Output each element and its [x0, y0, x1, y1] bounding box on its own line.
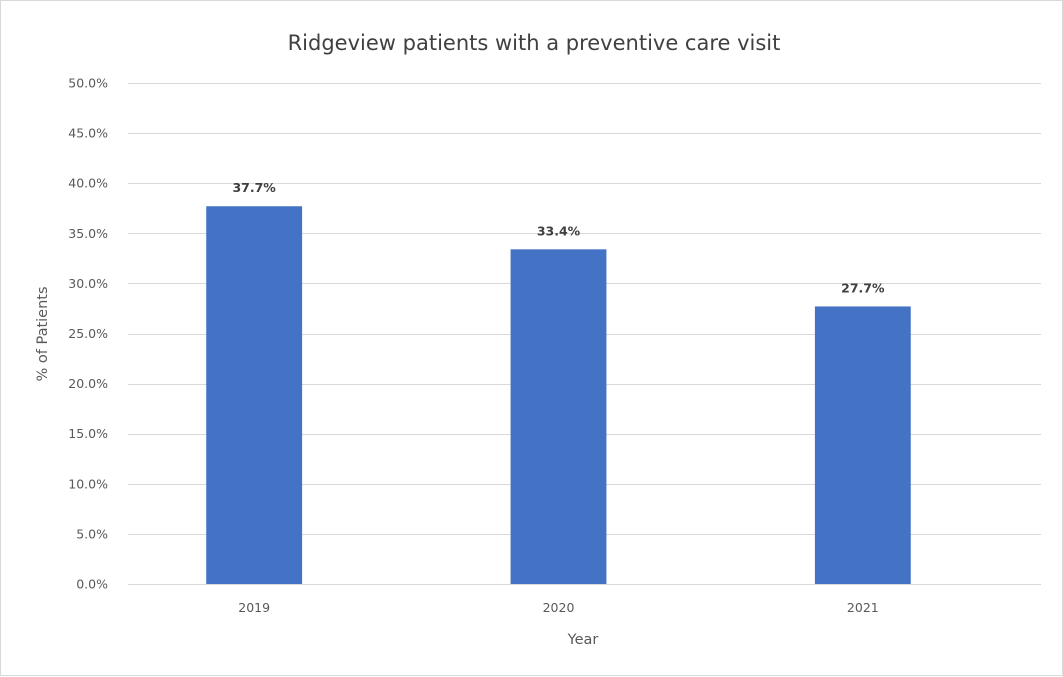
y-tick-label: 10.0%	[68, 476, 108, 491]
data-label-2019: 37.7%	[232, 180, 276, 195]
x-axis-title: Year	[567, 632, 599, 648]
y-tick-label: 0.0%	[76, 577, 108, 592]
y-tick-label: 20.0%	[68, 376, 108, 391]
chart-title: Ridgeview patients with a preventive car…	[288, 31, 781, 55]
x-tick-label: 2021	[847, 600, 879, 615]
data-label-2021: 27.7%	[841, 280, 885, 295]
x-tick-label: 2019	[238, 600, 270, 615]
x-axis-ticks: 2019 2020 2021	[238, 600, 878, 615]
y-tick-label: 5.0%	[76, 526, 108, 541]
y-tick-label: 30.0%	[68, 276, 108, 291]
bar-2019	[206, 206, 303, 584]
y-tick-label: 15.0%	[68, 426, 108, 441]
y-tick-label: 25.0%	[68, 326, 108, 341]
data-label-2020: 33.4%	[537, 223, 581, 238]
x-tick-label: 2020	[543, 600, 575, 615]
y-axis-title: % of Patients	[35, 286, 51, 381]
bars	[206, 206, 911, 584]
y-tick-label: 35.0%	[68, 226, 108, 241]
data-labels: 37.7% 33.4% 27.7%	[232, 180, 885, 295]
y-tick-label: 40.0%	[68, 176, 108, 191]
bar-2021	[814, 306, 911, 584]
y-tick-label: 45.0%	[68, 126, 108, 141]
bar-2020	[510, 249, 607, 584]
y-tick-label: 50.0%	[68, 76, 108, 91]
y-axis-ticks: 0.0% 5.0% 10.0% 15.0% 20.0% 25.0% 30.0% 35.0% 40…	[68, 76, 108, 592]
